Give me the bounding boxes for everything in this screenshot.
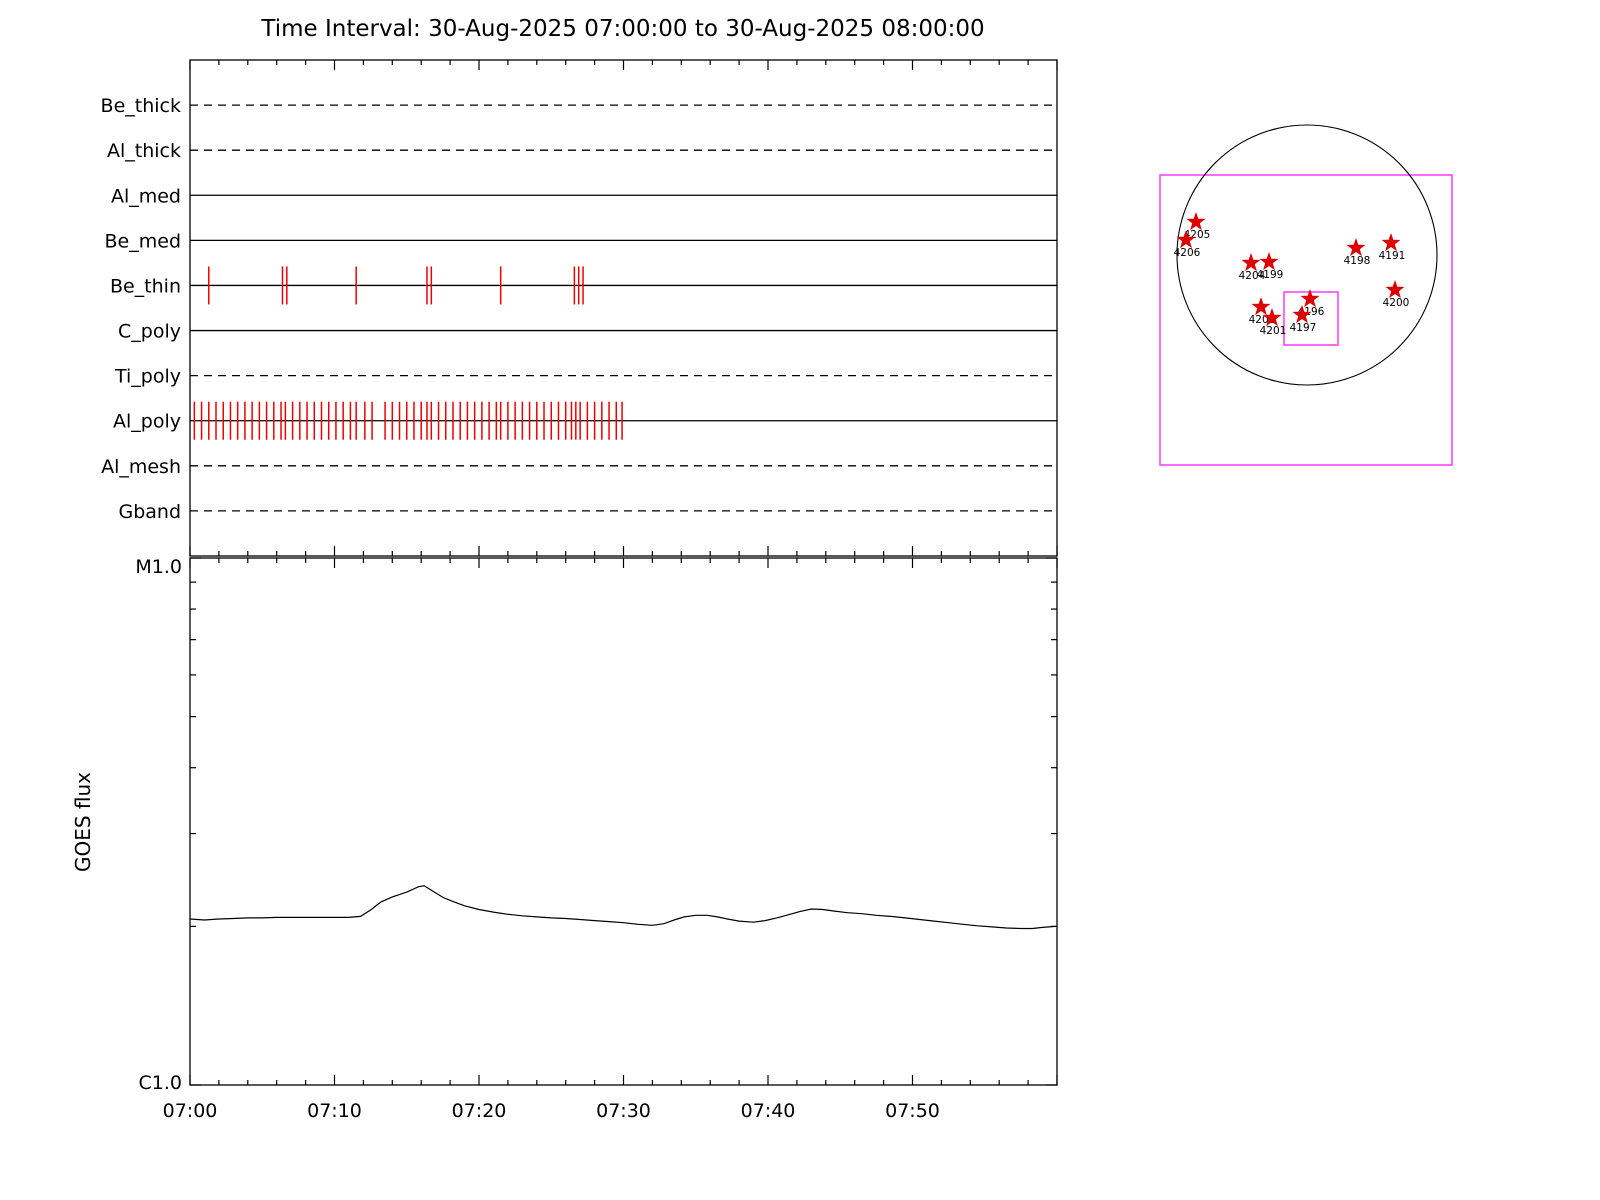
- active-region-star: [1176, 230, 1196, 249]
- filter-row-label: Al_poly: [113, 411, 181, 433]
- filter-row-label: Be_thin: [110, 275, 181, 297]
- x-tick-label: 07:20: [452, 1100, 507, 1122]
- active-region-star: [1251, 297, 1271, 316]
- x-tick-label: 07:10: [307, 1100, 362, 1122]
- goes-ytick-bottom: C1.0: [139, 1072, 182, 1094]
- active-region-label: 4206: [1174, 247, 1201, 259]
- filter-timeline-panel: Be_thick Al_thick Al_med Be_med Be_thin C_pol…: [101, 59, 1058, 557]
- x-tick-label: 07:30: [596, 1100, 651, 1122]
- solar-disk-map: 4205420642044199419841914200420242014196…: [1159, 124, 1453, 466]
- active-region-star: [1259, 252, 1279, 271]
- active-region-label: 4199: [1257, 269, 1284, 281]
- active-region-label: 4204: [1239, 270, 1266, 282]
- goes-flux-panel: 07:00 07:10 07:20 07:30 07:40 07:50: [163, 557, 1058, 1122]
- active-region-star: [1385, 280, 1405, 299]
- fov-box-large: [1159, 174, 1453, 466]
- goes-frame: [189, 557, 1058, 1086]
- filter-row-label: Al_med: [111, 185, 181, 207]
- active-region-label: 4197: [1290, 322, 1317, 334]
- goes-y-axis-label: GOES flux: [71, 772, 95, 872]
- active-region-label: 4200: [1383, 297, 1410, 309]
- filter-row-label: Al_mesh: [101, 456, 181, 478]
- active-region-star: [1292, 305, 1312, 324]
- active-region-star: [1186, 212, 1206, 231]
- x-tick-label: 07:40: [741, 1100, 796, 1122]
- solar-limb-circle: [1176, 124, 1438, 386]
- x-tick-label: 07:50: [885, 1100, 940, 1122]
- filter-row-label: Be_thick: [101, 95, 181, 117]
- filter-row-label: Gband: [118, 501, 181, 523]
- active-region-star: [1241, 253, 1261, 272]
- filter-row-label: Al_thick: [107, 140, 181, 162]
- active-region-star: [1300, 289, 1320, 308]
- goes-ytick-top: M1.0: [135, 556, 182, 578]
- active-region-star: [1262, 308, 1282, 327]
- filter-row-label: Be_med: [105, 230, 181, 252]
- filter-row-label: Ti_poly: [114, 366, 181, 388]
- plot-title: Time Interval: 30-Aug-2025 07:00:00 to 3…: [260, 16, 984, 42]
- active-region-label: 4198: [1344, 255, 1371, 267]
- goes-flux-curve: [189, 885, 1056, 930]
- active-region-label: 4201: [1260, 325, 1287, 337]
- filter-row-label: C_poly: [118, 321, 181, 343]
- x-tick-label: 07:00: [163, 1100, 218, 1122]
- active-region-label: 4191: [1379, 250, 1406, 262]
- active-region-star: [1346, 238, 1366, 257]
- timeline-frame: [189, 59, 1058, 557]
- active-region-star: [1381, 233, 1401, 252]
